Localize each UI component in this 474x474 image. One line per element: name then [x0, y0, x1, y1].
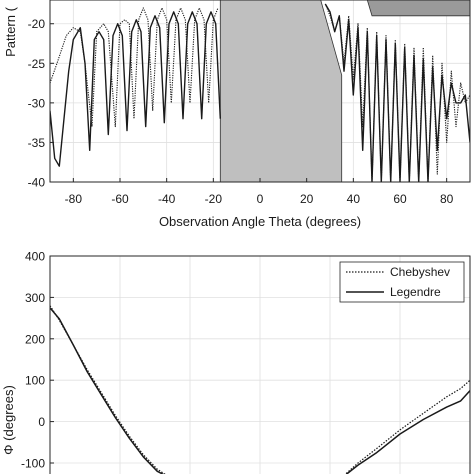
pattern-x-tick-label: 20: [300, 192, 314, 206]
pattern-x-tick-label: 40: [347, 192, 361, 206]
phase-y-ticks: -100 0 100 200 300 400: [21, 250, 54, 471]
pattern-mask-regions: [219, 0, 470, 182]
phase-y-tick-label: 400: [25, 250, 45, 264]
pattern-series-chebyshev-line: [50, 7, 219, 128]
phase-y-tick-label: 0: [38, 415, 45, 429]
pattern-series: [50, 3, 470, 182]
phase-series: [50, 305, 470, 474]
legend-label-legendre: Legendre: [390, 285, 441, 299]
phase-plot-frame: [49, 255, 471, 474]
phase-y-tick-label: 200: [25, 332, 45, 346]
pattern-series-legendre-line: [50, 11, 221, 167]
pattern-y-tick-label: -35: [28, 136, 46, 150]
pattern-chart: -40 -35 -30 -25 -20 -80 -60 -40 -20 0 20 40 60 80 Pa…: [3, 0, 471, 229]
pattern-x-tick-label: -20: [205, 192, 223, 206]
pattern-x-tick-label: 60: [393, 192, 407, 206]
pattern-y-ticks: -40 -35 -30 -25 -20: [28, 17, 54, 190]
pattern-mask-region-0: [219, 0, 343, 182]
pattern-y-tick-label: -20: [28, 17, 46, 31]
pattern-x-ticks: -80 -60 -40 -20 0 20 40 60 80: [65, 178, 454, 206]
pattern-x-tick-label: 0: [257, 192, 264, 206]
pattern-x-tick-label: 80: [440, 192, 454, 206]
pattern-series-legendre-line: [324, 3, 470, 182]
phase-y-tick-label: -100: [21, 457, 45, 471]
legend-box: [339, 261, 465, 303]
phase-y-tick-label: 100: [25, 374, 45, 388]
pattern-x-tick-label: -60: [111, 192, 129, 206]
pattern-x-axis-label: Observation Angle Theta (degrees): [159, 214, 361, 229]
phase-chart: -100 0 100 200 300 400 Φ (degrees) Chebyshev …: [1, 250, 471, 474]
pattern-mask-region-1: [366, 0, 470, 17]
phase-y-tick-label: 300: [25, 291, 45, 305]
pattern-y-tick-label: -40: [28, 176, 46, 190]
pattern-x-tick-label: -40: [158, 192, 176, 206]
pattern-y-axis-label: Pattern (: [3, 6, 18, 57]
pattern-y-tick-label: -30: [28, 96, 46, 110]
phase-series-legendre-line: [345, 390, 470, 474]
phase-series-legendre-line: [50, 307, 165, 474]
legend-label-chebyshev: Chebyshev: [390, 265, 450, 279]
phase-y-axis-label: Φ (degrees): [1, 385, 16, 455]
pattern-x-tick-label: -80: [65, 192, 83, 206]
legend: Chebyshev Legendre: [339, 261, 465, 303]
pattern-y-tick-label: -25: [28, 57, 46, 71]
